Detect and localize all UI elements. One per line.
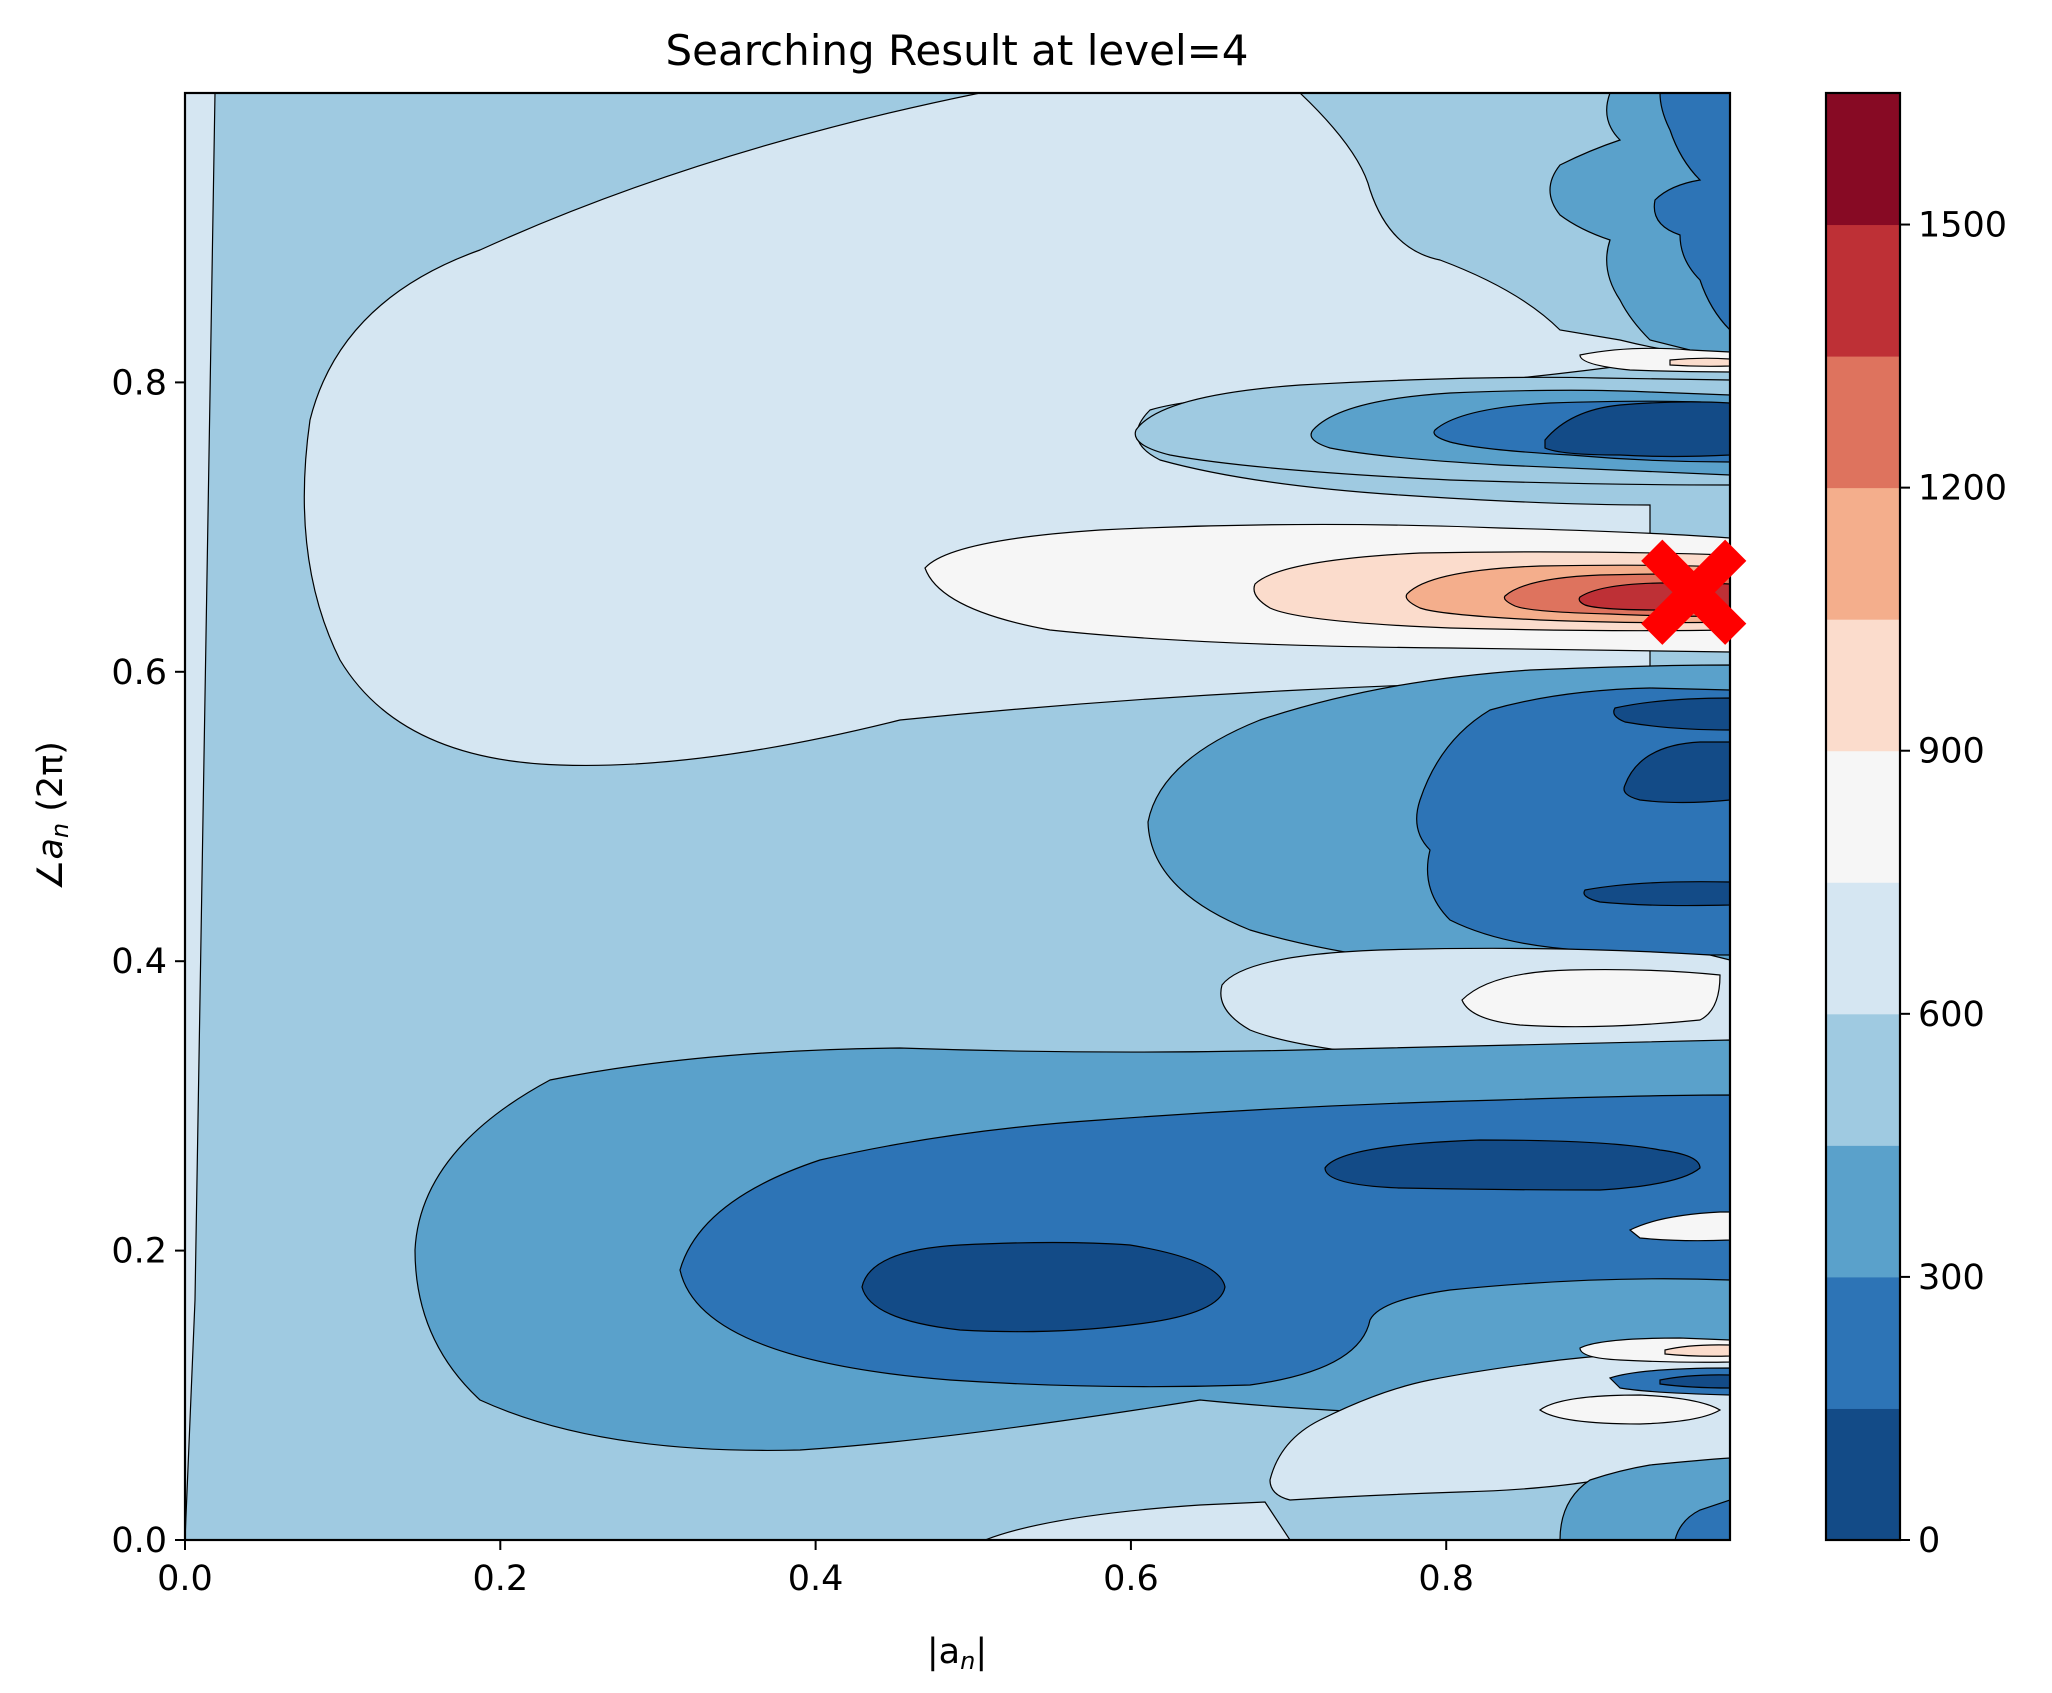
colorbar-tick-label: 900 [1918,732,1985,772]
contour-region-valley-0.5-dark-c [1583,881,1730,907]
contour-region-low-dark-0.11 [1659,1374,1730,1389]
colorbar-band [1826,224,1900,357]
x-tick-label: 0.0 [157,1559,213,1599]
marker-layer [1641,539,1747,645]
contour-region-blob-0.76-darkest [1544,401,1730,458]
contour-region-valley-0.26-dark [1324,1139,1701,1191]
colorbar-frame [1824,91,1902,1542]
colorbar-tick-label: 600 [1918,995,1985,1035]
y-tick-label: 0.2 [111,1232,167,1272]
colorbar-band [1826,356,1900,489]
contour-region-low-white-0.09 [1538,1394,1722,1425]
contour-region-ridge-0.38-white [1461,968,1721,1028]
x-axis-label: |an| [927,1632,987,1675]
chart-title: Searching Result at level=4 [665,26,1248,75]
plot-area [185,93,1730,1540]
contour-region-top-right-dark [1653,93,1730,331]
y-tick-label: 0.6 [111,653,167,693]
x-tick-label: 0.8 [1418,1559,1474,1599]
contour-region-left-strip [185,93,216,1540]
contour-region-bottom-light [1269,1349,1730,1501]
colorbar-band [1826,1408,1900,1541]
contour-region-peach-streak-0.81 [1669,357,1730,367]
x-tick-label: 0.2 [472,1559,528,1599]
colorbar-tick-label: 0 [1918,1521,1940,1561]
contour-region-valley-0.5-dark-a [1613,697,1730,731]
contour-region-bottom-right-blue [1674,1499,1730,1540]
y-tick-label: 0.8 [111,363,167,403]
colorbar-band [1826,1145,1900,1278]
y-axis-label: ∠an (2π) [31,741,74,891]
colorbar-band [1826,882,1900,1015]
y-tick-label: 0.4 [111,942,167,982]
y-tick-label: 0.0 [111,1521,167,1561]
contour-region-bottom-center-light [984,1501,1291,1540]
colorbar: 0 300 600 900 1200 1500 [1824,91,2007,1561]
best-result-marker [1641,539,1747,645]
contour-region-valley-0.5-dark-b [1623,741,1730,804]
plot-frame [183,91,1732,1542]
colorbar-band [1826,93,1900,226]
axes: 0.0 0.2 0.4 0.6 0.8 0.0 0.2 0.4 0.6 0.8 [111,363,1474,1599]
colorbar-band [1826,487,1900,620]
x-tick-label: 0.6 [1103,1559,1159,1599]
colorbar-tick-label: 1200 [1918,469,2007,509]
colorbar-band [1826,619,1900,752]
colorbar-tick-label: 1500 [1918,206,2007,246]
colorbar-band [1826,750,1900,883]
colorbar-band [1826,1013,1900,1146]
colorbar-tick-label: 300 [1918,1258,1985,1298]
contour-region-valley-0.2-dark [861,1241,1226,1333]
contour-region-white-0.21 [1628,1211,1730,1242]
x-tick-label: 0.4 [788,1559,844,1599]
colorbar-band [1826,1276,1900,1409]
contour-region-low-peach-0.13 [1664,1344,1730,1357]
